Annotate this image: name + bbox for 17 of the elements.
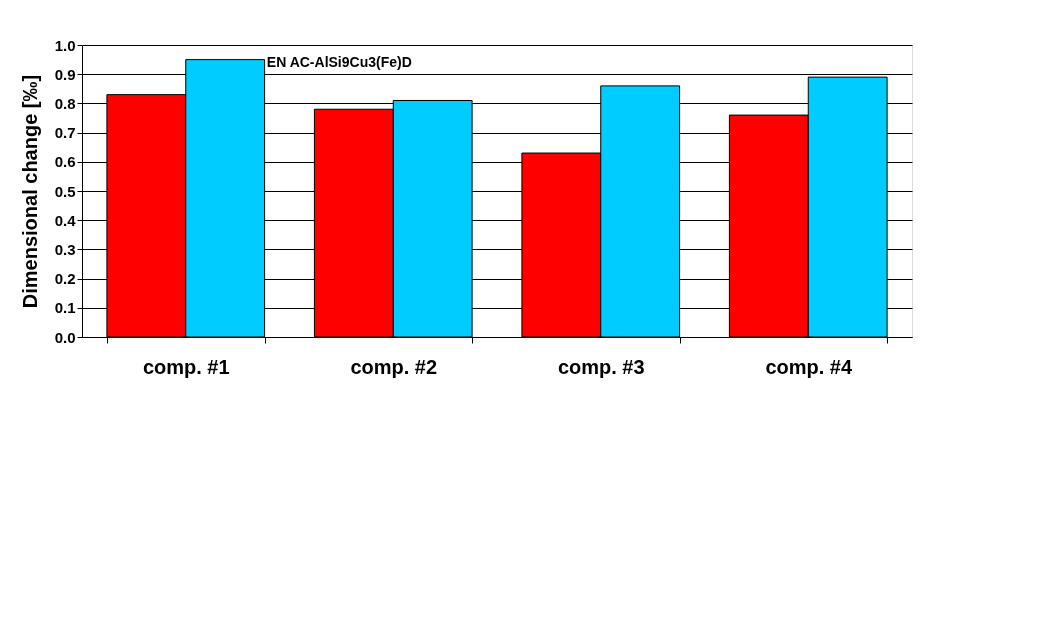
- x-tick-label: comp. #4: [765, 355, 853, 378]
- x-tick-label: comp. #2: [350, 355, 438, 378]
- y-tick-label: 1.0: [54, 36, 76, 54]
- y-tick-label: 0.1: [54, 299, 76, 317]
- annotation: EN AC-AlSi9Cu3(Fe)D: [266, 54, 412, 70]
- x-tick-label: comp. #1: [142, 355, 230, 378]
- y-tick-label: 0.7: [54, 124, 76, 142]
- x-tick-label: comp. #3: [557, 355, 645, 378]
- y-tick-label: 0.2: [54, 270, 76, 288]
- y-tick-label: 0.6: [54, 153, 76, 171]
- y-tick-label: 0.9: [54, 65, 76, 83]
- y-tick-label: 0.8: [54, 94, 76, 112]
- y-tick-label: 0.0: [54, 328, 76, 346]
- y-tick-label: 0.3: [54, 240, 76, 258]
- y-axis-title: Dimensional change [‰]: [18, 74, 41, 309]
- y-tick-label: 0.5: [54, 182, 76, 200]
- y-tick-label: 0.4: [54, 211, 77, 229]
